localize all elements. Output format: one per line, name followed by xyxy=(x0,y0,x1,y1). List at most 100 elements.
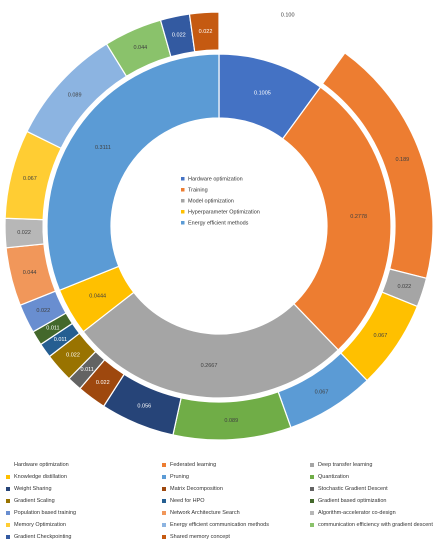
outer-label-weight-sharing: 0.056 xyxy=(137,404,151,410)
legend-swatch xyxy=(310,463,314,467)
outer-label-algorithm-accelerator-co-design: 0.022 xyxy=(17,230,31,236)
center-legend-label-training: Training xyxy=(188,187,208,193)
legend-item-knowledge-distillation: Knowledge distillation xyxy=(6,474,67,480)
donut-chart: 0.100 0.189 0.022 0.067 0.067 0.089 0.056 0.022… xyxy=(4,11,434,440)
outer-label-matrix-decomposition: 0.022 xyxy=(96,380,110,386)
outer-label-communication-efficiency-with-gradient-descent: 0.044 xyxy=(133,45,147,51)
legend-swatch xyxy=(6,499,10,503)
legend-swatch xyxy=(162,487,166,491)
legend-swatch xyxy=(6,463,10,467)
center-legend-label-energy-efficient-methods: Energy efficient methods xyxy=(188,220,249,226)
legend-item-matrix-decomposition: Matrix Decomposition xyxy=(162,486,223,492)
legend-item-algorithm-accelerator-co-design: Algorithm-accelerator co-design xyxy=(310,510,396,516)
outer-label-gradient-based-optimization: 0.011 xyxy=(46,326,59,332)
legend-item-energy-efficient-communication-methods: Energy efficient communication methods xyxy=(162,522,269,528)
legend-label: Knowledge distillation xyxy=(14,474,67,480)
center-legend-label-hardware-optimization: Hardware optimization xyxy=(188,176,243,182)
legend-item-need-for-hpo: Need for HPO xyxy=(162,498,205,504)
outer-slice-quantization xyxy=(172,390,292,440)
outer-label-stochastic-gradient-descent: 0.011 xyxy=(81,367,94,373)
outer-label-hardware-optimization: 0.100 xyxy=(281,12,295,18)
outer-label-population-based-training: 0.022 xyxy=(36,308,50,314)
legend-item-federated-learning: Federated learning xyxy=(162,462,216,468)
legend-swatch xyxy=(162,511,166,515)
center-legend-swatch-hyperparameter-optimization xyxy=(181,210,185,214)
legend-swatch xyxy=(6,523,10,527)
outer-label-quantization: 0.089 xyxy=(224,418,238,424)
legend-label: Federated learning xyxy=(170,462,217,468)
legend-item-population-based-training: Population based training xyxy=(6,510,76,516)
legend-label: Matrix Decomposition xyxy=(170,486,223,492)
legend-item-shared-memory-concept: Shared memory concept xyxy=(162,534,230,540)
outer-label-energy-efficient-communication-methods: 0.089 xyxy=(68,92,82,98)
outer-label-network-architecture-search: 0.044 xyxy=(23,270,37,276)
chart-legend: Hardware optimization Federated learning D… xyxy=(0,462,447,550)
legend-label: Memory Optimization xyxy=(14,522,66,528)
legend-swatch xyxy=(310,523,314,527)
inner-label-energy-efficient-methods: 0.3111 xyxy=(95,145,111,151)
legend-swatch xyxy=(310,475,314,479)
inner-slice-training xyxy=(281,86,392,351)
center-legend-label-model-optimization: Model optimization xyxy=(188,198,234,204)
legend-item-hardware-optimization: Hardware optimization xyxy=(6,462,69,468)
legend-label: Shared memory concept xyxy=(170,534,230,540)
legend-label: Gradient based optimization xyxy=(318,498,387,504)
legend-label: Quantization xyxy=(318,474,349,480)
outer-slice-shared-memory-concept xyxy=(188,11,220,53)
center-legend-swatch-energy-efficient-methods xyxy=(181,221,185,225)
legend-swatch xyxy=(6,487,10,491)
legend-label: Weight Sharing xyxy=(14,486,52,492)
legend-label: Pruning xyxy=(170,474,189,480)
legend-swatch xyxy=(310,499,314,503)
legend-swatch xyxy=(162,535,166,539)
center-legend-swatch-model-optimization xyxy=(181,199,185,203)
center-legend-swatch-hardware-optimization xyxy=(181,177,185,181)
legend-item-gradient-based-optimization: Gradient based optimization xyxy=(310,498,386,504)
outer-label-federated-learning: 0.189 xyxy=(395,157,409,163)
inner-label-hardware-optimization: 0.1005 xyxy=(254,90,271,96)
legend-swatch xyxy=(6,535,10,539)
legend-item-weight-sharing: Weight Sharing xyxy=(6,486,52,492)
inner-label-training: 0.2778 xyxy=(350,214,367,220)
legend-swatch xyxy=(162,463,166,467)
legend-item-deep-transfer-learning: Deep transfer learning xyxy=(310,462,372,468)
legend-label: communication efficiency with gradient d… xyxy=(318,522,433,528)
legend-swatch xyxy=(6,475,10,479)
outer-label-deep-transfer-learning: 0.022 xyxy=(397,284,411,290)
outer-label-gradient-scaling: 0.022 xyxy=(66,353,80,359)
outer-label-gradient-checkpointing: 0.022 xyxy=(172,33,186,39)
legend-label: Algorithm-accelerator co-design xyxy=(318,510,396,516)
inner-label-model-optimization: 0.2667 xyxy=(201,363,218,369)
legend-label: Gradient Scaling xyxy=(14,498,55,504)
legend-label: Hardware optimization xyxy=(14,462,69,468)
legend-item-gradient-checkpointing: Gradient Checkpointing xyxy=(6,534,71,540)
center-legend-label-hyperparameter-optimization: Hyperparameter Optimization xyxy=(188,209,260,215)
legend-label: Deep transfer learning xyxy=(318,462,373,468)
inner-slice-energy-efficient-methods xyxy=(46,53,220,292)
legend-label: Population based training xyxy=(14,510,77,516)
legend-swatch xyxy=(162,523,166,527)
legend-swatch xyxy=(162,475,166,479)
legend-swatch xyxy=(6,511,10,515)
legend-item-gradient-scaling: Gradient Scaling xyxy=(6,498,55,504)
outer-label-pruning: 0.067 xyxy=(315,389,329,395)
outer-label-knowledge-distillation: 0.067 xyxy=(374,333,388,339)
legend-swatch xyxy=(310,511,314,515)
legend-label: Gradient Checkpointing xyxy=(14,534,72,540)
outer-label-need-for-hpo: 0.011 xyxy=(54,337,67,343)
legend-item-pruning: Pruning xyxy=(162,474,189,480)
center-legend-swatch-training xyxy=(181,188,185,192)
legend-item-stochastic-gradient-descent: Stochastic Gradient Descent xyxy=(310,486,388,492)
legend-label: Need for HPO xyxy=(170,498,205,504)
outer-label-shared-memory-concept: 0.022 xyxy=(199,29,213,35)
legend-label: Network Architecture Search xyxy=(170,510,240,516)
outer-label-memory-optimization: 0.067 xyxy=(23,176,37,182)
inner-label-hyperparameter-optimization: 0.0444 xyxy=(89,293,106,299)
legend-item-communication-efficiency-with-gradient-descent: communication efficiency with gradient d… xyxy=(310,522,433,528)
legend-item-quantization: Quantization xyxy=(310,474,349,480)
legend-item-memory-optimization: Memory Optimization xyxy=(6,522,66,528)
legend-label: Stochastic Gradient Descent xyxy=(318,486,388,492)
legend-swatch xyxy=(310,487,314,491)
inner-slice-model-optimization xyxy=(82,291,340,399)
legend-label: Energy efficient communication methods xyxy=(170,522,269,528)
